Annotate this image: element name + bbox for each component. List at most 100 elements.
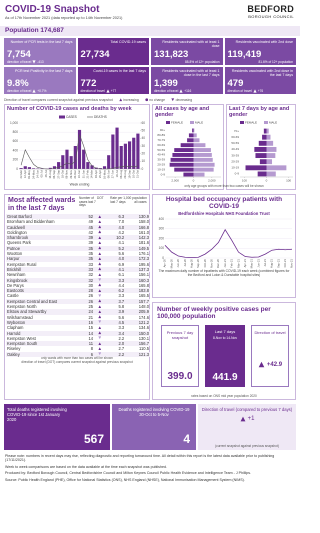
ward-cases: 45 — [76, 224, 94, 230]
ward-rate-all: 195.6 — [138, 261, 149, 267]
ward-rate-7d: 6.1 — [118, 272, 125, 278]
ward-cases: 25 — [88, 304, 93, 310]
ward-name: Oakley — [6, 351, 76, 358]
bar — [188, 133, 194, 138]
ward-rate-7d: 10.2 — [105, 235, 126, 241]
previous-box: Previous 7 day snapshot 399.0 — [161, 325, 199, 387]
logo: BEDFORD BOROUGH COUNCIL — [247, 4, 294, 19]
ward-cases: 39 — [76, 235, 94, 241]
arrow-up — [98, 273, 101, 276]
direction-arrow — [98, 262, 101, 266]
ward-rate-all: 110.5 — [139, 346, 149, 352]
y-tick-label: 100 — [159, 246, 165, 250]
bar — [111, 134, 115, 169]
ward-row: Kempston Rural 33 6.9 195.6 — [6, 262, 150, 267]
ward-dot — [94, 309, 105, 315]
y-tick-label: 600 — [13, 139, 19, 143]
legend-swatch — [240, 121, 244, 124]
ward-dot — [94, 298, 105, 305]
ward-row: Harrold 14 3.4 150.0 — [6, 330, 150, 336]
wards-header: Number of cases last 7 days DOT Rate per… — [79, 196, 151, 208]
ward-rate-7d: 7.0 — [118, 219, 125, 225]
ward-rate-all: 161.0 — [138, 229, 149, 235]
wards-table: Great Barford 52 6.3 130.9 Bromham and Bidde… — [6, 214, 150, 358]
ward-rate-7d: 3.7 — [105, 298, 126, 305]
week-deaths-value: 4 — [183, 432, 190, 446]
subheader: all cases — [134, 199, 147, 204]
y-tick-label: 70-79 — [157, 138, 165, 142]
arrow-up — [106, 88, 110, 93]
ward-rate-all: 158.0 — [138, 219, 149, 225]
bar — [27, 167, 32, 169]
previous-value: 399.0 — [167, 371, 193, 382]
ward-rate-all: 150.0 — [125, 330, 150, 336]
tile: Residents vaccinated with at least 1 dos… — [151, 38, 223, 65]
tile-value: 119,419 — [227, 49, 262, 60]
ward-rate-7d: 2.0 — [105, 341, 126, 347]
wards-note: only wards with more than two cases will… — [41, 356, 113, 361]
title: COVID-19 Snapshot — [5, 4, 100, 15]
x-tick-label: 100 — [242, 178, 247, 182]
ward-rate-all: 165.8 — [138, 282, 149, 288]
wards-title: Most affected wards in the last 7 days — [8, 197, 76, 212]
x-tick-label: 26-Jul — [44, 170, 48, 178]
x-tick-label: Jul-21 — [263, 259, 267, 267]
ward-name: Brickhill — [6, 266, 76, 273]
dot-label: Direction of travel — [254, 330, 286, 335]
x-tick-label: 100 — [286, 178, 291, 182]
bar — [180, 143, 194, 148]
footer-line: Please note: numbers in recent days may … — [5, 454, 275, 463]
subtitle: As of 17th November 2021 (data reported … — [5, 16, 123, 20]
ward-row: Oakley 6 2.2 121.3 — [6, 351, 150, 358]
bar — [266, 134, 271, 140]
legend-label: DEATHS — [94, 115, 107, 119]
y-tick-label: 40-49 — [157, 153, 165, 157]
ward-row: Kempston South 11 2.0 156.7 — [6, 341, 150, 347]
ward-dot — [94, 266, 105, 273]
x-tick-label: 06-Jun — [106, 169, 110, 178]
ward-rate-all: 134.6 — [138, 325, 149, 331]
direction-arrow — [98, 225, 101, 229]
ward-row: Kempston West 14 2.2 130.1 — [6, 336, 150, 341]
y-tick-label: 80-89 — [157, 133, 165, 137]
ward-rate-all: 156.1 — [138, 272, 149, 278]
ward-name: Kempston South — [6, 341, 76, 347]
x-tick-label: Feb-21 — [230, 259, 234, 268]
ward-name: Kingsbrook — [6, 277, 76, 283]
direction-arrow — [98, 230, 101, 234]
bar — [23, 166, 27, 169]
direction-arrow — [179, 88, 183, 93]
arrow-down — [32, 59, 36, 64]
direction-arrow — [98, 236, 101, 239]
chart: 0 200 400 600 800 1,000 0 10 20 30 40 50 60 CASES DEAT… — [10, 115, 146, 187]
direction-arrow — [98, 251, 101, 255]
x-tick-label: 14-Jun — [35, 169, 39, 178]
tile-value: 7,754 — [7, 49, 31, 60]
arrow-up — [240, 416, 245, 422]
ward-row: Queens Park 39 4.1 181.6 — [6, 240, 150, 245]
ward-rate-all: 137.3 — [125, 266, 150, 273]
direction-arrow — [253, 88, 257, 93]
legend-swatch — [59, 115, 65, 119]
key-label: increasing — [123, 98, 139, 102]
y-tick-label: 800 — [13, 130, 19, 134]
bar — [82, 149, 86, 169]
y2-tick-label: 40 — [142, 136, 146, 140]
ward-dot — [94, 235, 105, 241]
ward-dot — [94, 315, 105, 320]
last-box: Last 7 days 8-Nov to 14-Nov 441.9 — [205, 325, 245, 387]
ward-row: Eastcotts 28 6.2 183.8 — [6, 288, 150, 294]
y-tick-label: 50-59 — [157, 148, 165, 152]
ward-rate-7d: 3.3 — [118, 325, 125, 331]
ward-cases: 11 — [76, 341, 94, 347]
ward-rate-7d: 6.3 — [105, 214, 126, 220]
bar — [193, 148, 211, 153]
total-deaths-value: 567 — [83, 432, 104, 446]
population-bar: Population 174,687 — [0, 26, 300, 36]
ward-row: Wootton 35 5.6 176.1 — [6, 251, 150, 256]
direction-arrow — [98, 331, 101, 335]
legend-label: MALE — [269, 120, 277, 124]
bar — [77, 129, 82, 169]
ward-name: Kempston West — [7, 335, 36, 341]
